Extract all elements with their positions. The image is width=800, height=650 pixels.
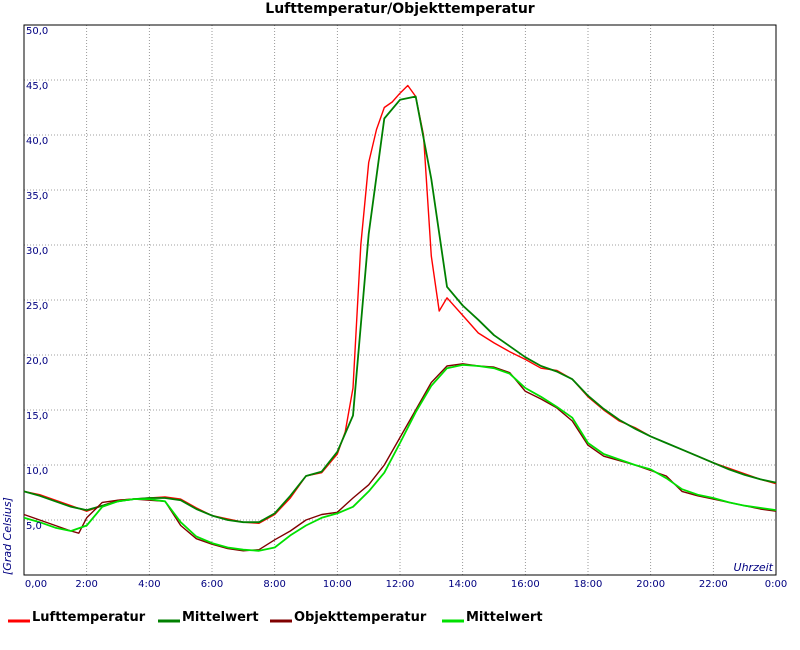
x-tick-label: 22:00 — [699, 579, 728, 590]
y-tick-label: 30,0 — [26, 246, 48, 257]
x-tick-label: 14:00 — [448, 579, 477, 590]
x-tick-label: 6:00 — [201, 579, 223, 590]
y-tick-label: 20,0 — [26, 356, 48, 367]
legend-label: Lufttemperatur — [32, 610, 146, 625]
y-tick-label: 50,0 — [26, 26, 48, 37]
tick-labels: 0,00 2:00 4:00 6:00 8:00 10:00 12:00 14:00 16:00… — [25, 26, 787, 590]
x-tick-label: 8:00 — [263, 579, 285, 590]
series-line-4 — [23, 363, 777, 552]
x-tick-label: 0,00 — [25, 579, 47, 590]
legend-label: Mittelwert — [466, 610, 543, 625]
x-tick-label: 12:00 — [386, 579, 415, 590]
y-tick-label: 5,0 — [26, 521, 42, 532]
x-tick-label: 10:00 — [323, 579, 352, 590]
chart-title: Lufttemperatur/Objekttemperatur — [265, 1, 535, 17]
y-tick-label: 25,0 — [26, 301, 48, 312]
x-tick-label: 4:00 — [138, 579, 160, 590]
series-layer — [23, 84, 777, 552]
y-tick-label: 10,0 — [26, 466, 48, 477]
grid — [24, 25, 776, 575]
y-axis-label: [Grad Celsius] — [1, 497, 14, 575]
x-tick-label: 0:00 — [765, 579, 787, 590]
y-tick-label: 35,0 — [26, 191, 48, 202]
legend-item: Lufttemperatur — [8, 610, 146, 625]
y-tick-label: 40,0 — [26, 136, 48, 147]
x-tick-label: 16:00 — [511, 579, 540, 590]
plot-area — [23, 24, 777, 576]
legend-item: Objekttemperatur — [270, 610, 427, 625]
y-tick-label: 45,0 — [26, 81, 48, 92]
series-line-2 — [23, 95, 777, 524]
legend-item: Mittelwert — [442, 610, 543, 625]
y-tick-label: 15,0 — [26, 411, 48, 422]
x-tick-label: 20:00 — [636, 579, 665, 590]
legend: Lufttemperatur Mittelwert Objekttemperatur… — [8, 610, 543, 625]
legend-label: Objekttemperatur — [294, 610, 427, 625]
x-tick-label: 2:00 — [75, 579, 97, 590]
legend-item: Mittelwert — [158, 610, 259, 625]
x-axis-label: Uhrzeit — [734, 561, 774, 574]
legend-label: Mittelwert — [182, 610, 259, 625]
x-tick-label: 18:00 — [574, 579, 603, 590]
